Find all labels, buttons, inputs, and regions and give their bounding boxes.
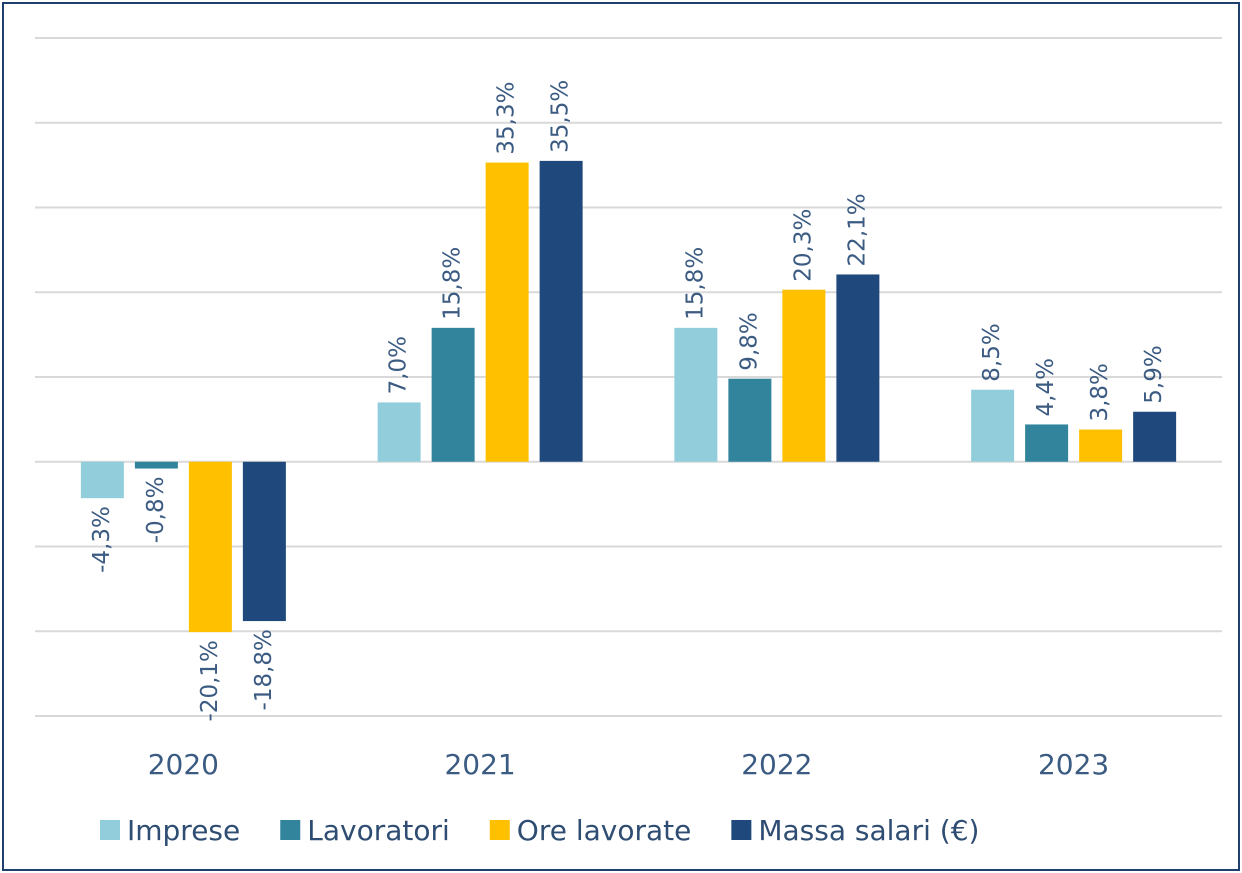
bar — [539, 160, 583, 462]
x-tick-label: 2022 — [741, 748, 812, 781]
bar — [431, 327, 475, 462]
bar — [188, 461, 232, 633]
data-label: 15,8% — [440, 247, 466, 320]
legend-label: Massa salari (€) — [758, 814, 979, 847]
legend-label: Lavoratori — [307, 814, 450, 847]
data-label: 35,3% — [494, 82, 520, 155]
bar — [80, 461, 124, 499]
data-label: 20,3% — [790, 209, 816, 282]
bar — [971, 389, 1015, 462]
bar — [377, 402, 421, 462]
bar — [674, 327, 718, 462]
data-label: 22,1% — [844, 193, 870, 266]
legend-label: Ore lavorate — [517, 814, 692, 847]
data-label: -20,1% — [197, 640, 223, 721]
bar — [728, 378, 772, 462]
data-label: -4,3% — [89, 506, 115, 573]
data-label: 4,4% — [1033, 358, 1059, 416]
bar — [242, 461, 286, 622]
data-label: 5,9% — [1141, 345, 1167, 403]
data-label: 7,0% — [386, 336, 412, 394]
bar — [485, 162, 529, 462]
bar — [1133, 411, 1177, 462]
legend-swatch — [100, 820, 120, 840]
data-label: -0,8% — [143, 477, 169, 544]
legend-label: Imprese — [127, 814, 240, 847]
data-label: -18,8% — [251, 629, 277, 710]
bar — [782, 289, 826, 462]
x-tick-label: 2023 — [1038, 748, 1109, 781]
data-label: 9,8% — [736, 312, 762, 370]
legend-swatch — [731, 820, 752, 840]
x-tick-label: 2021 — [444, 748, 515, 781]
x-tick-label: 2020 — [148, 748, 219, 781]
data-label: 8,5% — [979, 323, 1005, 381]
legend-swatch — [280, 820, 301, 840]
legend-swatch — [489, 820, 510, 840]
bar — [1025, 424, 1069, 462]
data-label: 35,5% — [548, 80, 574, 153]
data-label: 15,8% — [682, 247, 708, 320]
bar — [836, 274, 880, 462]
data-label: 3,8% — [1087, 363, 1113, 421]
bar — [1079, 429, 1123, 462]
bar — [134, 461, 178, 469]
